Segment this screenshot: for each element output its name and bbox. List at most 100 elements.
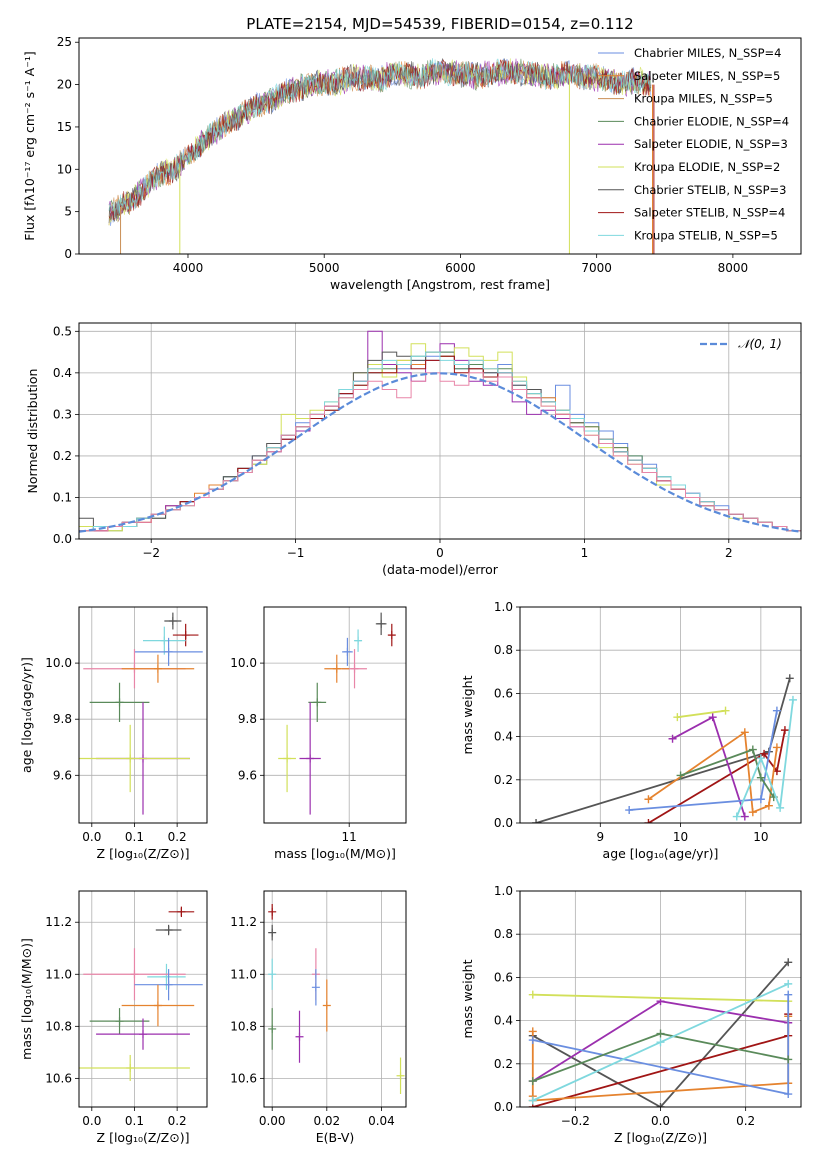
x-tick-label: 10 [673, 830, 688, 844]
panel-residuals: 𝒩(0, 1) −2 −1 0 1 2 0.0 0.1 0.2 0.3 0.4 0.5 (data-mo… [25, 322, 802, 577]
data-point [160, 636, 169, 645]
legend-label: Kroupa STELIB, N_SSP=5 [634, 228, 778, 242]
data-point [748, 808, 757, 817]
data-point [676, 771, 685, 780]
data-point [115, 698, 124, 707]
plot-area [268, 904, 405, 1094]
x-axis-label: Z [log₁₀(Z/Z⊙)] [97, 846, 190, 861]
x-tick-label: 6000 [445, 261, 476, 275]
y-tick-label: 1.0 [494, 884, 513, 898]
x-axis-label: mass [log₁₀(M/M⊙)] [274, 846, 396, 861]
data-point [528, 1036, 537, 1045]
x-tick-label: 0.2 [168, 830, 187, 844]
x-tick-label: 0.02 [313, 1114, 340, 1128]
data-point [354, 636, 363, 645]
y-tick-label: 0.4 [494, 1014, 513, 1028]
data-point [295, 1032, 304, 1041]
data-point [673, 713, 682, 722]
y-tick-label: 10.6 [45, 1071, 72, 1085]
data-point [784, 1090, 793, 1099]
data-point [313, 698, 322, 707]
data-point [656, 1029, 665, 1038]
x-tick-label: 0.2 [168, 1114, 187, 1128]
data-point [784, 990, 793, 999]
data-point [268, 907, 277, 916]
y-tick-label: 0.1 [53, 490, 72, 504]
data-point [283, 754, 292, 763]
y-tick-label: 0.8 [494, 927, 513, 941]
data-point [656, 1038, 665, 1047]
weight-line [532, 993, 789, 1003]
legend-label: Chabrier MILES, N_SSP=4 [634, 46, 781, 60]
data-point [115, 1017, 124, 1026]
data-point [532, 819, 541, 823]
data-point [740, 728, 749, 737]
data-point [780, 726, 789, 735]
panel-mass-vs-EBV: 0.00 0.02 0.04 10.6 10.8 11.0 11.2 E(B-V) [230, 890, 407, 1145]
data-point [784, 1055, 793, 1064]
x-tick-label: 7000 [581, 261, 612, 275]
y-axis-label: mass weight [460, 675, 475, 754]
data-point [668, 734, 677, 743]
y-axis-label: mass [log₁₀(M/M⊙)] [19, 938, 34, 1060]
y-axis-label: Normed distribution [25, 369, 40, 494]
spectrum-line [108, 58, 652, 219]
data-point [740, 812, 749, 821]
x-tick-label: 0.0 [82, 1114, 101, 1128]
y-tick-label: 0.2 [494, 1057, 513, 1071]
panel-spectrum: Chabrier MILES, N_SSP=4 Salpeter MILES, N… [22, 15, 802, 292]
y-tick-label: 15 [57, 120, 72, 134]
data-point [784, 958, 793, 967]
data-point [153, 664, 162, 673]
y-tick-label: 0.0 [494, 816, 513, 830]
weight-line [677, 709, 726, 719]
panel-age-vs-mass: 11 9.6 9.8 10.0 mass [log₁₀(M/M⊙)] [230, 606, 407, 861]
y-tick-label: 11.2 [45, 915, 72, 929]
y-tick-label: 0.4 [494, 730, 513, 744]
y-tick-label: 9.8 [53, 712, 72, 726]
y-tick-label: 0.3 [53, 407, 72, 421]
y-tick-label: 11.0 [45, 967, 72, 981]
axes-frame [78, 606, 208, 824]
x-tick-label: 0.1 [125, 1114, 144, 1128]
legend-label: Salpeter STELIB, N_SSP=4 [634, 206, 785, 220]
axes-frame [263, 890, 407, 1108]
data-point [528, 1027, 537, 1036]
chart-title: PLATE=2154, MJD=54539, FIBERID=0154, z=0… [246, 15, 633, 33]
data-point [788, 695, 797, 704]
y-tick-label: 20 [57, 78, 72, 92]
x-axis-label: wavelength [Angstrom, rest frame] [330, 277, 550, 292]
data-point [656, 1103, 665, 1107]
plot-area [532, 674, 797, 823]
y-tick-label: 0.2 [53, 449, 72, 463]
weight-line [648, 729, 786, 823]
plot-area [79, 330, 801, 539]
y-tick-label: 0 [64, 247, 72, 261]
x-tick-label: 8000 [718, 261, 749, 275]
x-tick-label: 4000 [173, 261, 204, 275]
x-axis-label: E(B-V) [316, 1130, 355, 1145]
data-point [126, 754, 135, 763]
data-point [528, 1096, 537, 1105]
x-tick-label: 0.1 [125, 830, 144, 844]
panel-age-vs-Z: 0.0 0.1 0.2 9.6 9.8 10.0 Z [log₁₀(Z/Z⊙)] age [l… [19, 606, 208, 861]
data-point [377, 619, 386, 628]
x-tick-label: 5000 [309, 261, 340, 275]
y-tick-label: 9.6 [53, 768, 72, 782]
data-point [268, 970, 277, 979]
y-tick-label: 5 [64, 205, 72, 219]
panel-mass-weight-vs-Z: −0.2 0.0 0.2 0.0 0.2 0.4 0.6 0.8 1.0 Z [log₁₀(Z/Z… [460, 884, 802, 1145]
legend-label: 𝒩(0, 1) [738, 337, 782, 351]
weight-line [532, 961, 789, 1107]
axes-frame [519, 606, 802, 824]
y-tick-label: 9.6 [238, 768, 257, 782]
y-tick-label: 0.6 [494, 970, 513, 984]
data-point [748, 745, 757, 754]
data-point [528, 990, 537, 999]
x-axis-label: age [log₁₀(age/yr)] [603, 846, 719, 861]
axes-frame [78, 37, 802, 255]
legend-label: Kroupa MILES, N_SSP=5 [634, 92, 773, 106]
y-tick-label: 9.8 [238, 712, 257, 726]
y-tick-label: 1.0 [494, 600, 513, 614]
y-axis-label: Flux [fλ10⁻¹⁷ erg cm⁻² s⁻¹ A⁻¹] [22, 51, 37, 240]
